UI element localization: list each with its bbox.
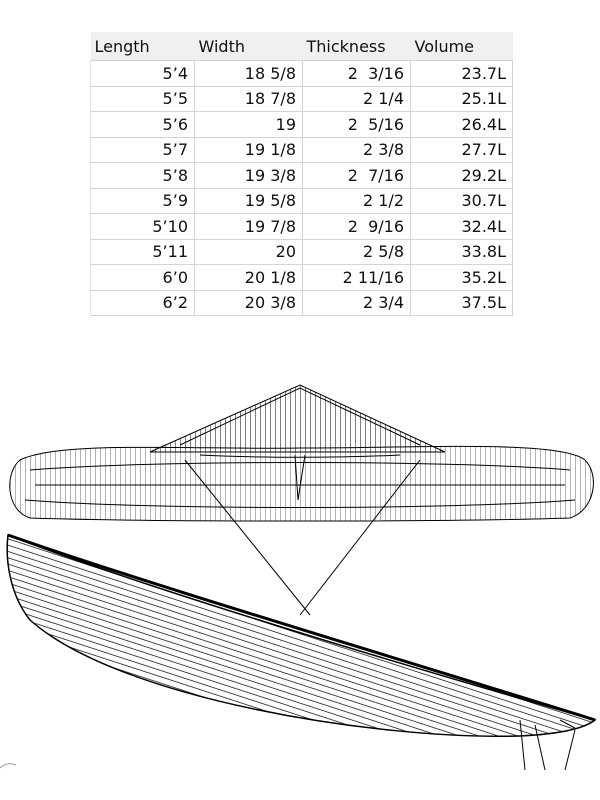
table-cell: 2 3/8: [302, 136, 411, 163]
table-cell: 33.8L: [410, 238, 513, 265]
table-cell: 19 5/8: [194, 187, 303, 214]
header-cell: Thickness: [302, 32, 411, 61]
table-row: 5’4 18 5/8 2 3/16 23.7L: [90, 60, 513, 87]
top-view: [9, 384, 594, 616]
table-cell: 35.2L: [410, 264, 513, 291]
table-cell: 2 9/16: [302, 213, 411, 240]
table-cell: 2 7/16: [302, 162, 411, 189]
table-cell: 23.7L: [410, 60, 513, 87]
dimensions-table: Length Width Thickness Volume 5’4 18 5/8 2 3/…: [90, 32, 513, 316]
table-cell: 18 7/8: [194, 85, 303, 112]
table-cell: 5’11: [90, 238, 195, 265]
table-body: 5’4 18 5/8 2 3/16 23.7L 5’5 18 7/8 2 1/4 25.1L 5…: [90, 60, 513, 316]
table-cell: 27.7L: [410, 136, 513, 163]
table-cell: 5’5: [90, 85, 195, 112]
table-cell: 5’6: [90, 111, 195, 138]
table-row: 5’11 20 2 5/8 33.8L: [90, 238, 513, 265]
header-cell: Width: [194, 32, 303, 61]
table-row: 5’5 18 7/8 2 1/4 25.1L: [90, 85, 513, 112]
side-view: [0, 533, 597, 771]
table-cell: 5’8: [90, 162, 195, 189]
table-cell: 37.5L: [410, 289, 513, 316]
table-cell: 30.7L: [410, 187, 513, 214]
table-cell: 19 3/8: [194, 162, 303, 189]
table-cell: 32.4L: [410, 213, 513, 240]
table-row: 5’8 19 3/8 2 7/16 29.2L: [90, 162, 513, 189]
header-row: Length Width Thickness Volume: [90, 32, 513, 61]
table-row: 5’10 19 7/8 2 9/16 32.4L: [90, 213, 513, 240]
table-cell: 20 3/8: [194, 289, 303, 316]
header-cell: Volume: [410, 32, 513, 61]
table-cell: 5’7: [90, 136, 195, 163]
table-cell: 6’2: [90, 289, 195, 316]
table-cell: 26.4L: [410, 111, 513, 138]
table-row: 5’7 19 1/8 2 3/8 27.7L: [90, 136, 513, 163]
table-row: 5’9 19 5/8 2 1/2 30.7L: [90, 187, 513, 214]
table-cell: 2 3/4: [302, 289, 411, 316]
table-cell: 2 1/2: [302, 187, 411, 214]
table-cell: 2 3/16: [302, 60, 411, 87]
table-cell: 18 5/8: [194, 60, 303, 87]
table-cell: 19 1/8: [194, 136, 303, 163]
table-row: 5’6 19 2 5/16 26.4L: [90, 111, 513, 138]
table-cell: 2 1/4: [302, 85, 411, 112]
header-cell: Length: [90, 32, 195, 61]
table-cell: 5’4: [90, 60, 195, 87]
table-cell: 19: [194, 111, 303, 138]
table-cell: 5’10: [90, 213, 195, 240]
table-row: 6’0 20 1/8 2 11/16 35.2L: [90, 264, 513, 291]
table-cell: 20: [194, 238, 303, 265]
table-cell: 2 5/8: [302, 238, 411, 265]
table-row: 6’2 20 3/8 2 3/4 37.5L: [90, 289, 513, 316]
table-cell: 2 11/16: [302, 264, 411, 291]
table-cell: 29.2L: [410, 162, 513, 189]
table-cell: 6’0: [90, 264, 195, 291]
table-cell: 19 7/8: [194, 213, 303, 240]
board-wireframe: [0, 384, 597, 771]
table-cell: 25.1L: [410, 85, 513, 112]
table-cell: 20 1/8: [194, 264, 303, 291]
table-cell: 5’9: [90, 187, 195, 214]
table-cell: 2 5/16: [302, 111, 411, 138]
